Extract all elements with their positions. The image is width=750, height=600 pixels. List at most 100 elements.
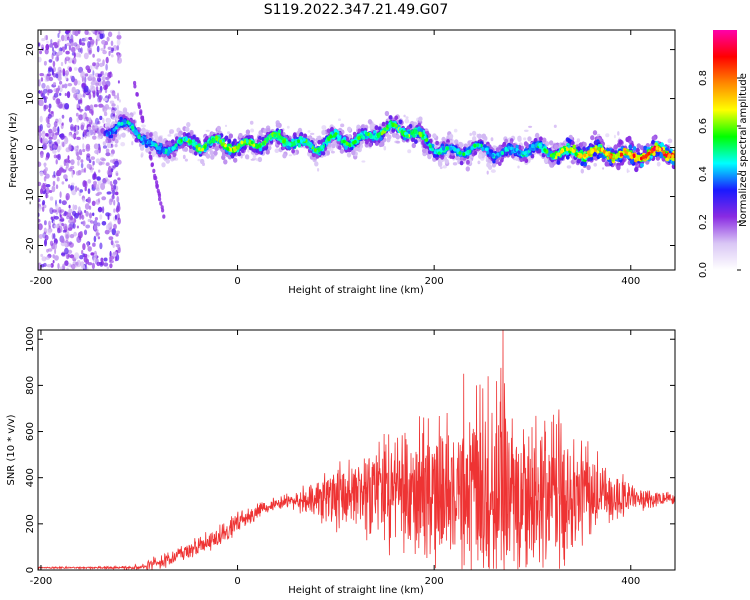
spectrogram-noise-cell (53, 41, 58, 48)
spectrogram-noise-cell (96, 187, 100, 192)
spectrogram-ridge-cell (244, 154, 250, 160)
spectrogram-noise-cell (64, 92, 67, 97)
spectrogram-noise-cell (64, 260, 69, 266)
spectrogram-ridge-cell (592, 130, 598, 136)
spectrogram-noise-cell (45, 184, 51, 188)
spectrogram-noise-cell (110, 40, 114, 47)
spectrogram-halo-cell (107, 107, 112, 110)
spectrogram-noise-cell (78, 53, 82, 58)
spectrogram-noise-cell (59, 218, 65, 222)
spectrogram-noise-cell (91, 30, 95, 33)
spectrogram-noise-cell (45, 133, 49, 137)
spectrogram-noise-cell (64, 103, 70, 110)
spectrogram-noise-cell (116, 196, 120, 203)
spectrogram-noise-cell (101, 70, 104, 76)
spectrogram-noise-cell (76, 103, 80, 109)
spectrogram-noise-cell (48, 190, 53, 193)
spectrogram-noise-cell (57, 263, 60, 270)
spectrogram-noise-cell (111, 165, 115, 170)
spectrogram-noise-cell (83, 229, 88, 236)
spectrogram-noise-cell (111, 194, 115, 200)
spectrogram-noise-cell (115, 233, 119, 237)
spectrogram-noise-cell (62, 263, 66, 270)
spectrogram-ridge-cell (582, 141, 587, 148)
spectrogram-noise-cell (44, 167, 48, 172)
spectrogram-halo-cell (590, 141, 593, 144)
spectrogram-ridge-cell (188, 148, 194, 154)
spectrogram-ridge-cell (539, 136, 543, 141)
spectrogram-ridge-cell (651, 139, 655, 145)
spectrogram-noise-cell (38, 206, 41, 212)
spectrogram-noise-cell (94, 217, 98, 221)
spectrogram-noise-cell (61, 222, 64, 227)
spectrogram-ridge-cell (233, 157, 238, 163)
spectrogram-halo-cell (528, 125, 533, 128)
spectrogram-halo-cell (310, 132, 315, 135)
spectrogram-noise-cell (42, 184, 47, 189)
spectrogram-noise-cell (55, 56, 59, 62)
spectrogram-noise-cell (94, 149, 100, 154)
spectrogram-noise-cell (89, 39, 95, 45)
spectrogram-ridge-cell (216, 125, 221, 131)
spectrogram-ridge-cell (227, 138, 232, 144)
spectrogram-ridge-cell (291, 149, 295, 154)
spectrogram-noise-cell (86, 241, 89, 248)
spectrogram-noise-cell (79, 212, 82, 220)
spectrogram-noise-cell (84, 134, 87, 139)
spectrogram-noise-cell (49, 240, 54, 246)
spectrogram-noise-cell (47, 229, 51, 236)
spectrogram-ridge-cell (477, 133, 482, 139)
spectrogram-noise-cell (83, 52, 89, 60)
spectrogram-noise-cell (59, 209, 65, 213)
spectrogram-noise-cell (103, 44, 106, 49)
spectrogram-noise-cell (57, 117, 62, 125)
spectrogram-noise-cell (111, 47, 114, 52)
spectrogram-noise-cell (106, 266, 110, 270)
spectrogram-noise-cell (39, 171, 44, 177)
spectrogram-noise-cell (87, 188, 91, 195)
spectrogram-noise-cell (52, 132, 58, 140)
spectrogram-noise-cell (78, 235, 82, 241)
spectrogram-noise-cell (38, 218, 41, 223)
spectrogram-noise-cell (77, 187, 80, 191)
spectrogram-noise-cell (67, 249, 73, 254)
spectrogram-noise-cell (96, 143, 99, 151)
spectrogram-noise-cell (38, 131, 42, 137)
spectrogram-noise-cell (87, 179, 92, 184)
spectrogram-noise-cell (71, 189, 77, 196)
spectrogram-noise-cell (113, 208, 116, 213)
spectrogram-noise-cell (84, 180, 88, 189)
spectrogram-noise-cell (66, 162, 69, 169)
spectrogram-ridge-cell (240, 148, 245, 153)
spectrogram-noise-cell (88, 74, 94, 79)
spectrogram-halo-cell (167, 134, 172, 137)
spectrogram-noise-cell (68, 132, 72, 137)
spectrogram-ridge-cell (660, 142, 664, 147)
spectrogram-halo-cell (617, 131, 620, 136)
spectrogram-ridge-cell (497, 161, 502, 166)
spectrogram-halo-cell (205, 129, 210, 132)
spectrogram-noise-cell (96, 222, 101, 227)
spectrogram-ridge-cell (122, 108, 128, 114)
spectrogram-streak-cell (141, 118, 145, 124)
spectrogram-noise-cell (73, 126, 76, 133)
spectrogram-noise-cell (114, 143, 118, 148)
spectrogram-noise-cell (67, 83, 73, 87)
spectrogram-noise-cell (80, 47, 83, 54)
spectrogram-noise-cell (44, 220, 47, 226)
spectrogram-ridge-cell (153, 131, 158, 138)
spectrogram-noise-cell (75, 125, 79, 133)
spectrogram-streak-cell (135, 92, 139, 97)
spectrogram-streak-cell (155, 183, 159, 188)
spectrogram-noise-cell (65, 193, 70, 201)
spectrogram-ridge-cell (494, 159, 499, 165)
spectrogram-noise-cell (93, 224, 97, 231)
spectrogram-noise-cell (87, 262, 93, 266)
spectrogram-noise-cell (65, 30, 71, 34)
spectrogram-noise-cell (42, 200, 46, 206)
spectrogram-ridge-cell (185, 126, 190, 132)
spectrogram-halo-cell (133, 111, 136, 115)
spectrogram-noise-cell (76, 136, 81, 140)
spectrogram-noise-cell (102, 145, 108, 149)
spectrogram-noise-cell (60, 61, 64, 67)
